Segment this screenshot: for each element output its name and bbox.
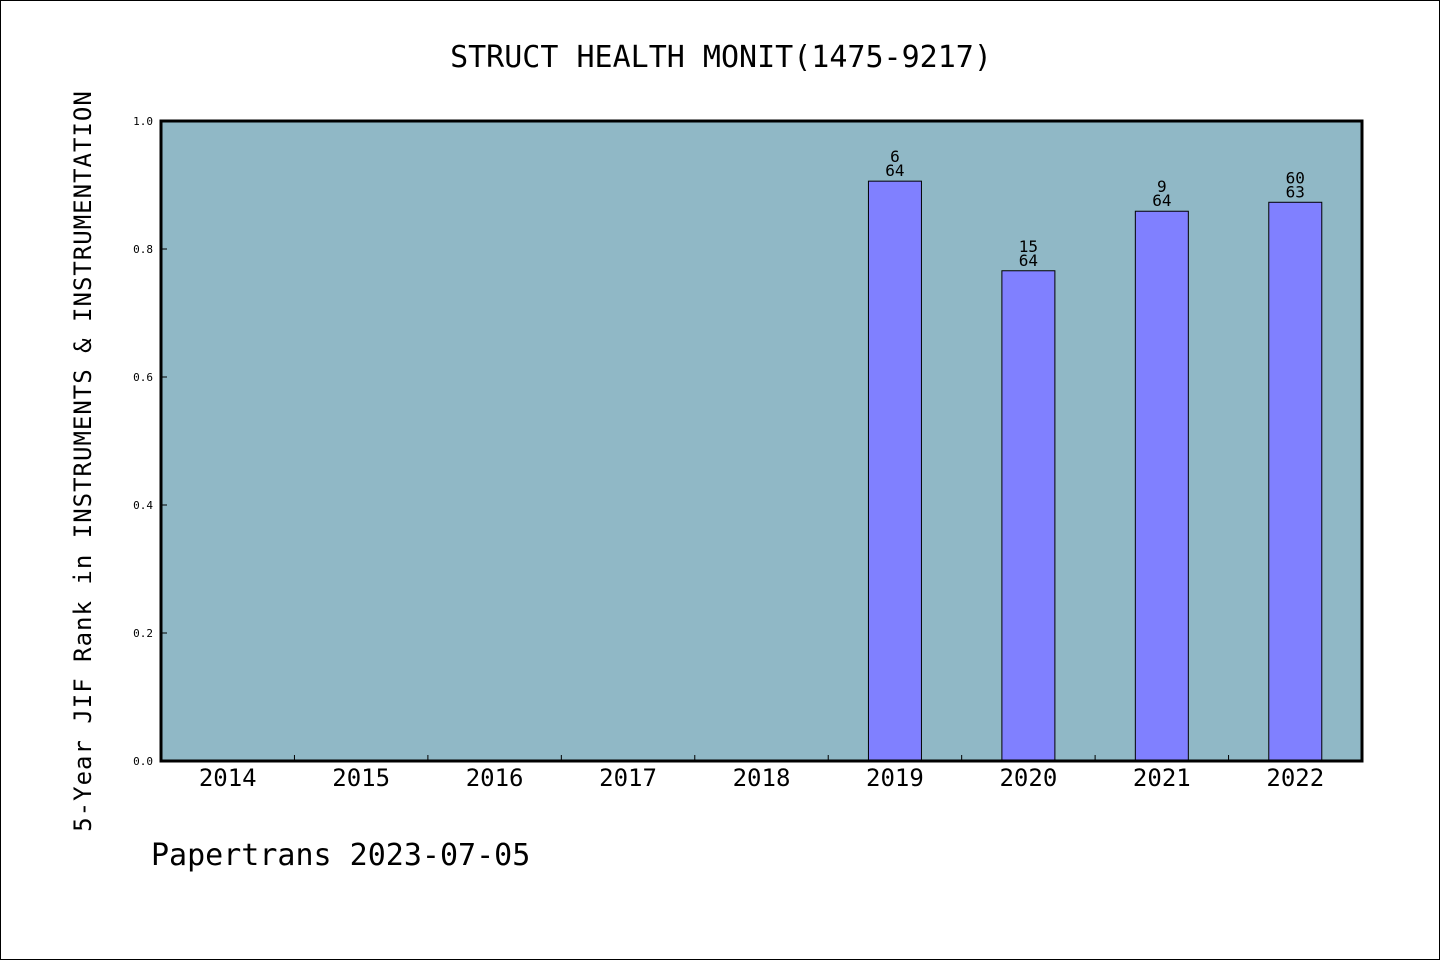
bar-label-total: 63: [1286, 182, 1305, 201]
bar-label-rank: 60: [1286, 168, 1305, 187]
bar-label-total: 64: [1152, 191, 1171, 210]
bars-layer: [867, 180, 1323, 762]
y-tick-label: 0.8: [133, 243, 153, 256]
bar-label-rank: 6: [890, 147, 900, 166]
y-tick-label: 0.4: [133, 499, 153, 512]
y-tick-label: 0.6: [133, 371, 153, 384]
x-axis-ticks: 2014 2015 2016 2017 2018 2019 2020 2021 2022: [199, 755, 1324, 792]
y-tick-label: 0.0: [133, 755, 153, 768]
y-axis-ticks: 0.0 0.2 0.4 0.6 0.8 1.0: [133, 115, 167, 768]
chart-title: STRUCT HEALTH MONIT(1475-9217): [450, 40, 992, 75]
bar-label-rank: 15: [1019, 237, 1038, 256]
x-tick-label: 2022: [1266, 764, 1324, 792]
y-tick-label: 0.2: [133, 627, 153, 640]
bar-2022: [1268, 201, 1323, 762]
bar-2020: [1001, 270, 1056, 762]
x-tick-label: 2015: [332, 764, 390, 792]
x-tick-label: 2014: [199, 764, 257, 792]
x-tick-label: 2019: [866, 764, 924, 792]
bar-2019: [867, 180, 922, 762]
footer-source: Papertrans 2023-07-05: [151, 838, 530, 873]
y-tick-label: 1.0: [133, 115, 153, 128]
bar-label-total: 64: [1019, 251, 1038, 270]
plot-border: [159, 119, 1364, 763]
y-axis-label: 5-Year JIF Rank in INSTRUMENTS & INSTRUM…: [69, 90, 97, 832]
bar-label-total: 64: [885, 161, 904, 180]
x-tick-label: 2017: [599, 764, 657, 792]
x-tick-label: 2018: [733, 764, 791, 792]
x-tick-label: 2021: [1133, 764, 1191, 792]
bar-2021: [1134, 210, 1189, 762]
bar-label-rank: 9: [1157, 177, 1167, 196]
x-tick-label: 2016: [466, 764, 524, 792]
x-tick-label: 2020: [999, 764, 1057, 792]
